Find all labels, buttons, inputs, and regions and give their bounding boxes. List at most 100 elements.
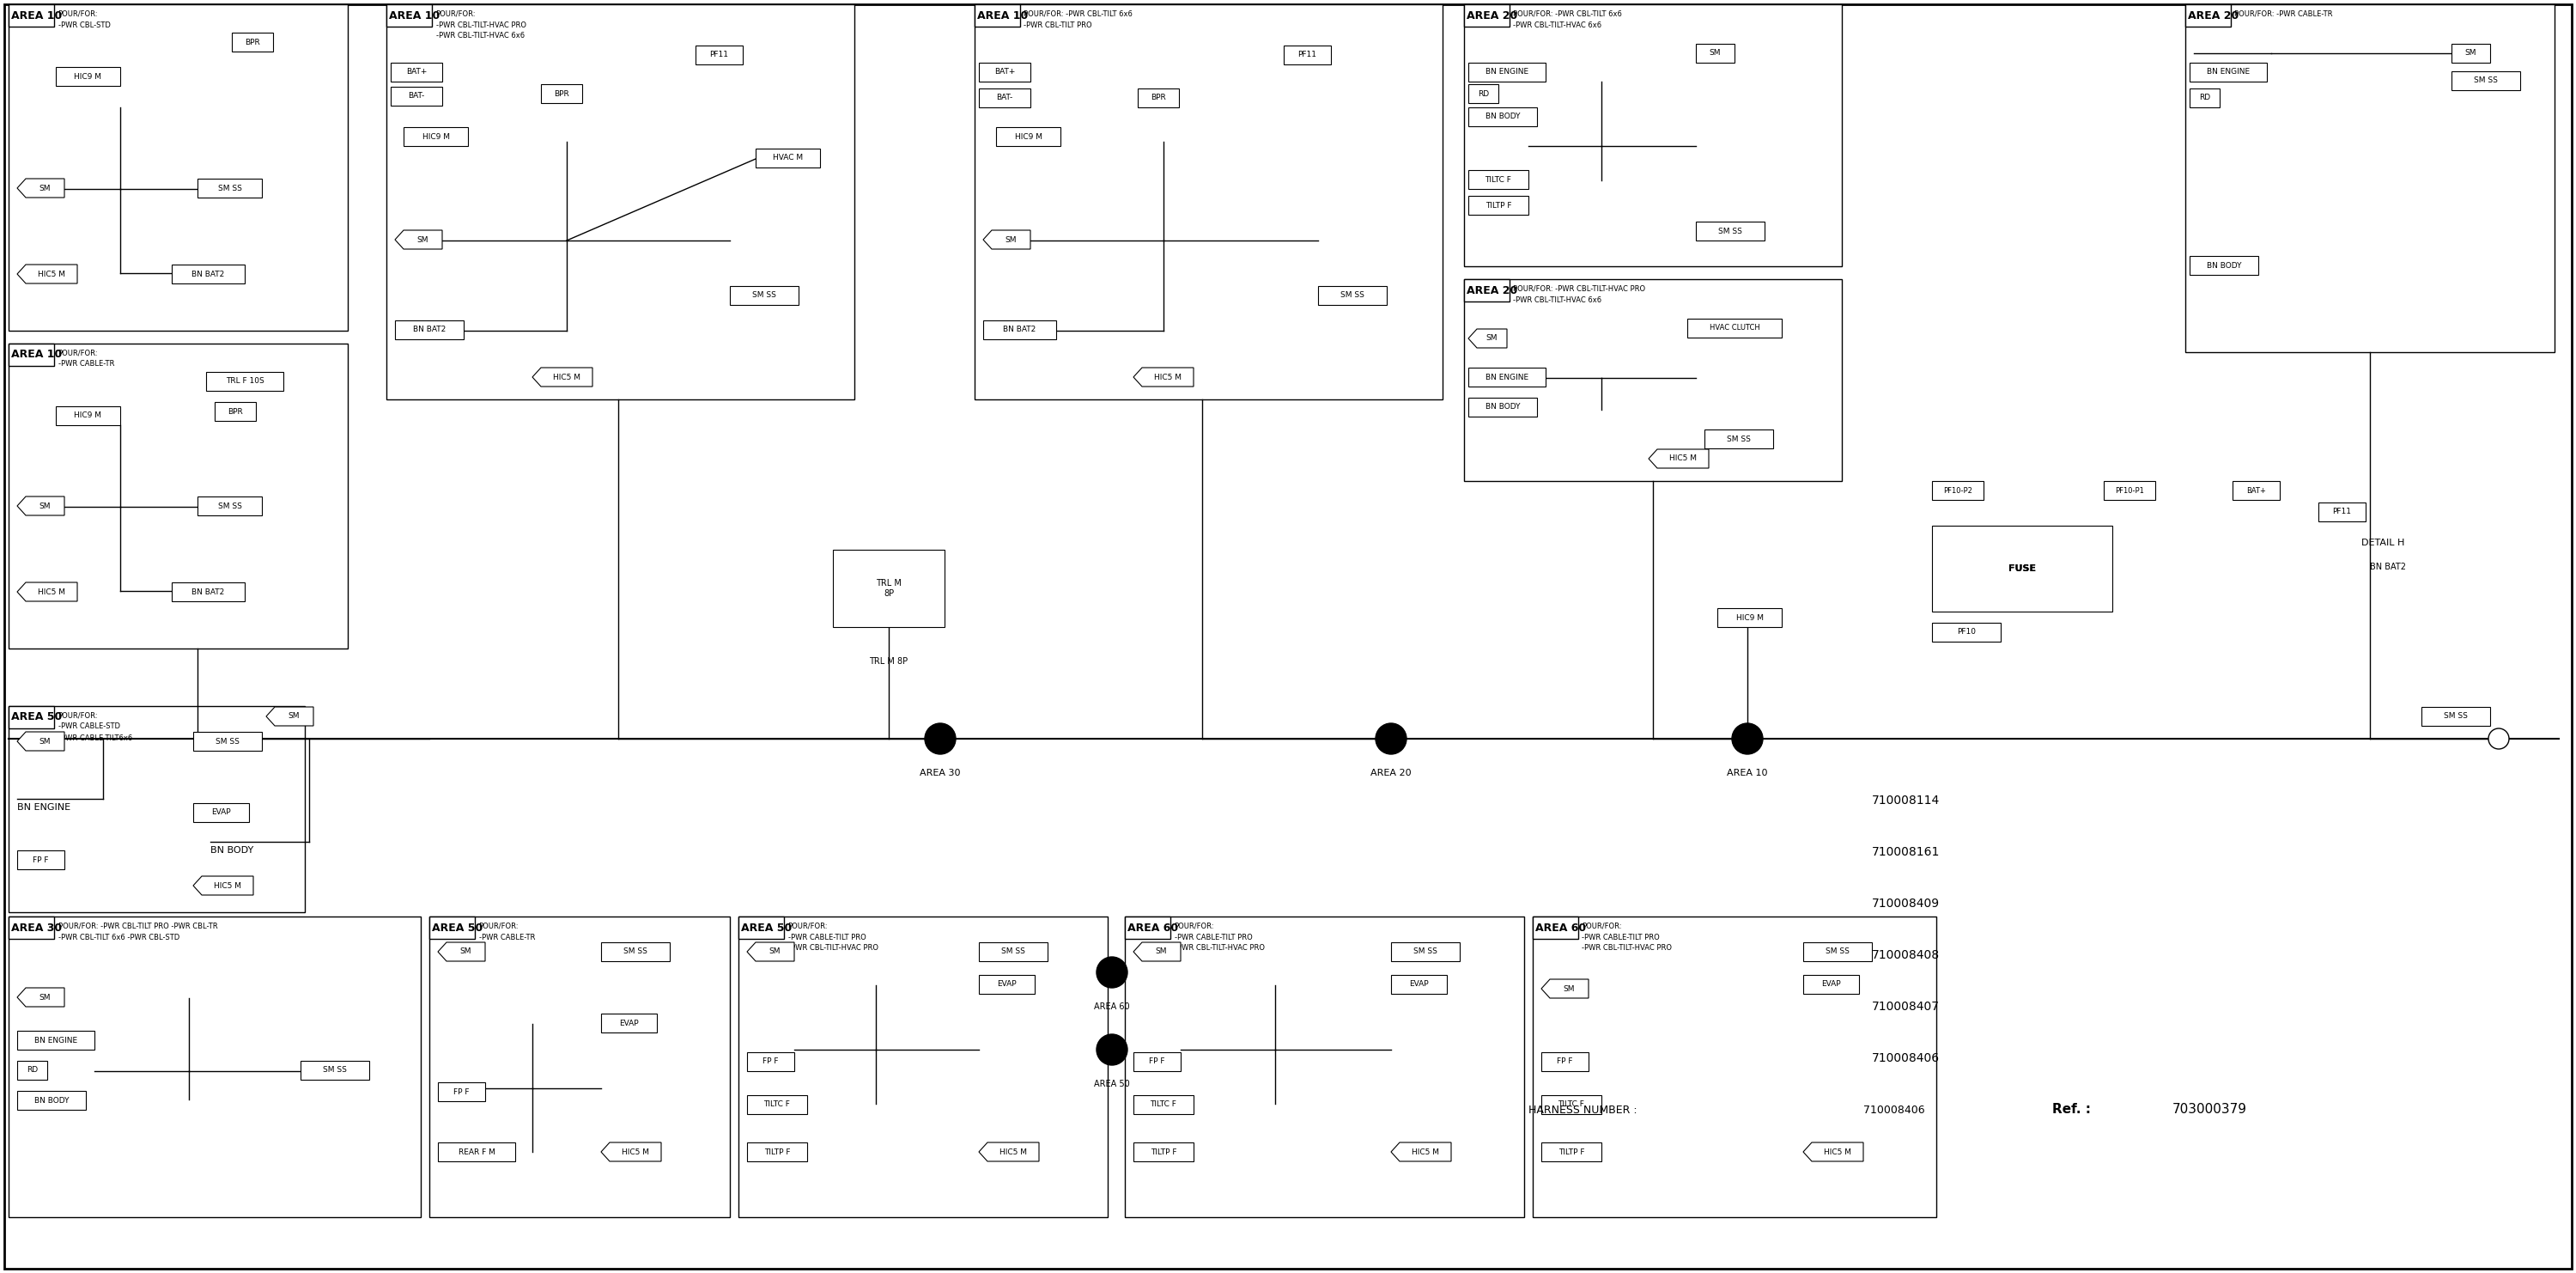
Text: HIC5 M: HIC5 M [39, 588, 64, 596]
Bar [600, 942, 670, 961]
Bar [1126, 917, 1170, 939]
Bar [1139, 89, 1180, 107]
Bar [2190, 256, 2259, 275]
Text: BN BAT2: BN BAT2 [191, 588, 224, 596]
Text: EVAP: EVAP [1409, 980, 1430, 988]
Bar [18, 1031, 95, 1050]
Text: HIC9 M: HIC9 M [1736, 614, 1762, 621]
Text: AREA 10: AREA 10 [976, 10, 1028, 22]
Text: AREA 50: AREA 50 [433, 922, 482, 933]
Bar [8, 344, 54, 365]
Text: SM: SM [39, 993, 52, 1001]
Text: BN BAT2: BN BAT2 [1002, 326, 1036, 334]
Text: AREA 10: AREA 10 [10, 10, 62, 22]
Text: -PWR CBL-TILT-HVAC 6x6: -PWR CBL-TILT-HVAC 6x6 [1515, 295, 1602, 304]
Bar [832, 550, 945, 628]
Polygon shape [18, 582, 77, 601]
Polygon shape [1540, 979, 1589, 998]
Bar [1391, 942, 1461, 961]
Circle shape [1376, 723, 1406, 754]
Text: HIC5 M: HIC5 M [554, 373, 580, 381]
Text: SM SS: SM SS [1002, 948, 1025, 956]
Text: TILTC F: TILTC F [765, 1101, 791, 1109]
Bar [1126, 917, 1525, 1217]
Text: SM SS: SM SS [2473, 76, 2499, 84]
Bar [193, 803, 250, 822]
Text: EVAP: EVAP [211, 808, 232, 816]
Bar [1319, 286, 1386, 306]
Text: PF11: PF11 [2334, 508, 2352, 516]
Polygon shape [1803, 1142, 1862, 1161]
Bar [979, 975, 1036, 994]
Polygon shape [193, 876, 252, 895]
Text: -PWR CABLE-TR: -PWR CABLE-TR [479, 933, 536, 941]
Bar [214, 402, 255, 421]
Text: AREA 10: AREA 10 [1726, 769, 1767, 778]
Text: -PWR CBL-STD: -PWR CBL-STD [57, 22, 111, 29]
Text: -PWR CBL-TILT-HVAC 6x6: -PWR CBL-TILT-HVAC 6x6 [1515, 22, 1602, 29]
Bar [974, 4, 1020, 27]
Bar [1468, 196, 1528, 215]
Text: SM: SM [2465, 50, 2476, 57]
Text: SM: SM [39, 737, 52, 745]
Bar [1283, 46, 1332, 65]
Bar [1463, 4, 1842, 266]
Bar [696, 46, 742, 65]
Text: POUR/FOR:: POUR/FOR: [1582, 922, 1623, 929]
Text: FUSE: FUSE [2009, 564, 2035, 573]
Text: TILTP F: TILTP F [765, 1148, 791, 1156]
Text: 703000379: 703000379 [2172, 1104, 2246, 1116]
Text: -PWR CABLE-TILT6x6: -PWR CABLE-TILT6x6 [57, 735, 131, 742]
Bar [404, 127, 469, 146]
Text: TILTP F: TILTP F [1558, 1148, 1584, 1156]
Text: AREA 50: AREA 50 [10, 712, 62, 723]
Text: BN BODY: BN BODY [1486, 113, 1520, 121]
Text: POUR/FOR: -PWR CBL-TILT-HVAC PRO: POUR/FOR: -PWR CBL-TILT-HVAC PRO [1515, 285, 1646, 293]
Bar [979, 62, 1030, 81]
Text: HIC5 M: HIC5 M [1412, 1148, 1440, 1156]
Bar [8, 344, 348, 648]
Text: TILTC F: TILTC F [1151, 1101, 1177, 1109]
Text: TRL M
8P: TRL M 8P [876, 579, 902, 598]
Bar [1533, 917, 1577, 939]
Text: FP F: FP F [33, 855, 49, 863]
Circle shape [2488, 728, 2509, 749]
Text: POUR/FOR:: POUR/FOR: [435, 10, 477, 18]
Text: EVAP: EVAP [997, 980, 1018, 988]
Text: 710008161: 710008161 [1873, 847, 1940, 858]
Text: 710008406: 710008406 [1862, 1104, 1924, 1115]
Bar [1932, 481, 1984, 500]
Bar [1463, 4, 1510, 27]
Text: BAT+: BAT+ [2246, 486, 2267, 494]
Text: BN ENGINE: BN ENGINE [33, 1036, 77, 1044]
Bar [2105, 481, 2156, 500]
Text: -PWR CABLE-TILT PRO: -PWR CABLE-TILT PRO [788, 933, 866, 941]
Text: BN BAT2: BN BAT2 [191, 270, 224, 278]
Text: TILTP F: TILTP F [1486, 201, 1512, 209]
Circle shape [1097, 1034, 1128, 1066]
Bar [1803, 942, 1873, 961]
Bar [739, 917, 1108, 1217]
Text: HIC5 M: HIC5 M [214, 882, 242, 890]
Bar [430, 917, 474, 939]
Text: SM: SM [1157, 948, 1167, 956]
Bar [600, 1013, 657, 1032]
Text: AREA 60: AREA 60 [1535, 922, 1587, 933]
Text: HIC9 M: HIC9 M [422, 132, 448, 140]
Text: 710008408: 710008408 [1873, 950, 1940, 961]
Text: RD: RD [1479, 90, 1489, 98]
Bar [206, 372, 283, 391]
Text: TRL M 8P: TRL M 8P [868, 657, 909, 666]
Text: Ref. :: Ref. : [2053, 1104, 2092, 1116]
Bar [1695, 43, 1734, 62]
Bar [198, 496, 263, 516]
Bar [232, 33, 273, 51]
Text: SM: SM [1564, 985, 1574, 993]
Text: SM SS: SM SS [623, 948, 647, 956]
Text: -PWR CABLE-STD: -PWR CABLE-STD [57, 723, 118, 731]
Text: AREA 30: AREA 30 [920, 769, 961, 778]
Bar [747, 1095, 806, 1114]
Text: BAT-: BAT- [407, 93, 425, 101]
Text: 710008409: 710008409 [1873, 897, 1940, 910]
Text: AREA 20: AREA 20 [2187, 10, 2239, 22]
